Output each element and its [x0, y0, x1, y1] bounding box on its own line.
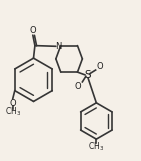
- Text: O: O: [9, 99, 16, 108]
- Text: O: O: [29, 26, 36, 35]
- Text: N: N: [55, 42, 61, 51]
- Text: CH$_3$: CH$_3$: [5, 106, 21, 118]
- Text: O: O: [96, 62, 103, 71]
- Text: O: O: [75, 82, 81, 91]
- Text: S: S: [85, 70, 91, 80]
- Text: CH$_3$: CH$_3$: [88, 141, 104, 153]
